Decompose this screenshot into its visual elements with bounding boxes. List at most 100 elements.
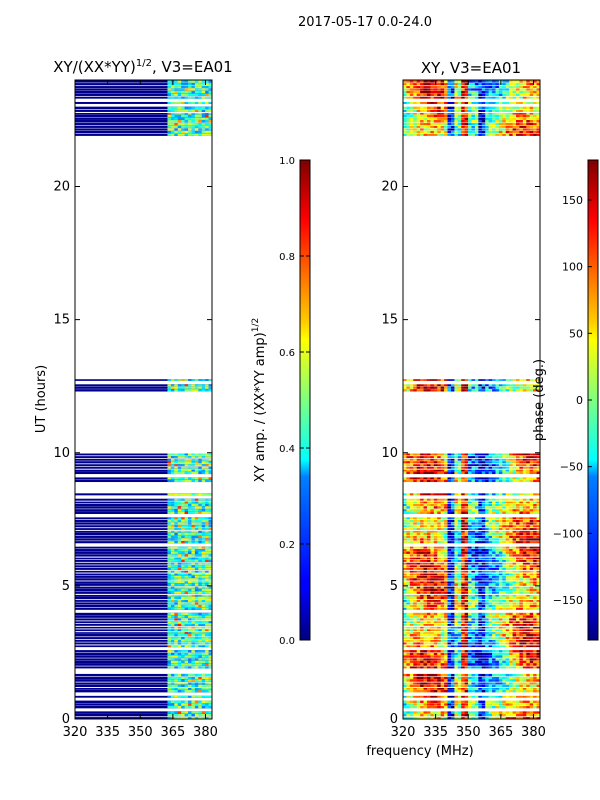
right-heatmap-cell	[409, 604, 414, 608]
right-heatmap-cell	[423, 562, 428, 565]
left-heatmap-cell	[174, 567, 179, 570]
right-heatmap-cell	[502, 573, 507, 576]
right-heatmap-cell	[447, 562, 452, 565]
left-heatmap-cell	[177, 456, 182, 459]
right-heatmap-cell	[471, 682, 476, 685]
right-heatmap-cell	[533, 581, 537, 584]
right-heatmap-cell	[468, 471, 472, 475]
left-heatmap-cell	[188, 456, 192, 459]
right-heatmap-cell	[468, 615, 472, 618]
left-heatmap-cell	[177, 479, 182, 483]
left-heatmap-cell	[170, 629, 175, 632]
right-heatmap-cell	[492, 578, 496, 581]
right-heatmap-cell	[420, 535, 424, 538]
left-heatmap-cell	[208, 469, 212, 472]
left-heatmap-cell	[201, 705, 206, 709]
right-heatmap-cell	[516, 633, 520, 637]
right-heatmap-cell	[512, 596, 517, 600]
right-heatmap-cell	[420, 522, 424, 525]
right-heatmap-cell	[509, 525, 513, 528]
right-heatmap-cell	[413, 673, 417, 677]
right-heatmap-cell	[485, 660, 489, 664]
left-heatmap-cell	[201, 532, 206, 536]
left-heatmap-cell	[198, 101, 203, 104]
right-heatmap-cell	[488, 679, 493, 682]
right-heatmap-cell	[430, 679, 435, 682]
right-heatmap-cell	[481, 541, 486, 544]
right-heatmap-cell	[526, 570, 531, 573]
right-heatmap-cell	[454, 666, 459, 669]
left-heatmap-cell	[177, 106, 182, 110]
right-heatmap-cell	[464, 591, 469, 594]
right-heatmap-cell	[471, 588, 476, 592]
right-heatmap-cell	[536, 541, 540, 544]
left-heatmap-cell	[184, 562, 189, 565]
left-heatmap-cell	[170, 637, 175, 640]
left-heatmap-cell	[177, 682, 182, 685]
right-heatmap-cell	[526, 559, 531, 562]
right-heatmap-cell	[533, 559, 537, 562]
left-heatmap-cell	[174, 498, 179, 501]
right-heatmap-cell	[468, 666, 472, 669]
left-heatmap-cell	[177, 703, 182, 706]
left-heatmap-cell	[201, 639, 206, 642]
right-heatmap-cell	[444, 583, 448, 586]
left-heatmap-cell	[177, 541, 182, 544]
right-heatmap-cell	[526, 596, 531, 600]
left-heatmap-cell	[174, 517, 179, 520]
left-heatmap-cell	[191, 477, 196, 480]
right-heatmap-cell	[413, 679, 417, 682]
right-heatmap-cell	[533, 695, 537, 698]
left-heatmap-cell	[181, 528, 185, 530]
right-heatmap-cell	[502, 528, 507, 530]
left-heatmap-cell	[177, 90, 182, 94]
left-heatmap-cell	[188, 682, 192, 685]
right-heatmap-cell	[403, 612, 407, 616]
right-heatmap-cell	[485, 551, 489, 554]
left-heatmap-cell	[184, 456, 189, 459]
right-heatmap-cell	[433, 575, 438, 578]
right-heatmap-cell	[536, 679, 540, 682]
right-heatmap-cell	[505, 645, 510, 648]
left-heatmap-cell	[181, 551, 185, 554]
right-heatmap-cell	[474, 663, 479, 666]
right-heatmap-cell	[430, 551, 435, 554]
right-heatmap-cell	[406, 629, 411, 632]
right-heatmap-cell	[516, 535, 520, 538]
left-heatmap-cell	[198, 498, 203, 501]
left-heatmap-row-base	[75, 117, 212, 120]
right-heatmap-cell	[406, 703, 411, 706]
left-heatmap-cell	[181, 464, 185, 467]
right-heatmap-cell	[526, 607, 531, 610]
left-colorbar-ramp	[299, 159, 311, 641]
right-heatmap-cell	[420, 623, 424, 626]
left-heatmap-row-base	[75, 588, 212, 592]
left-heatmap-cell	[205, 612, 209, 616]
right-heatmap-cell	[502, 591, 507, 594]
right-heatmap-cell	[522, 652, 527, 656]
left-heatmap-cell	[205, 689, 209, 693]
right-heatmap-cell	[423, 557, 428, 560]
right-heatmap-cell	[416, 557, 421, 560]
right-heatmap-cell	[423, 655, 428, 658]
right-heatmap-cell	[423, 389, 428, 392]
left-heatmap-cell	[170, 123, 175, 126]
right-heatmap-cell	[492, 629, 496, 632]
right-heatmap-cell	[471, 506, 476, 509]
right-heatmap-cell	[416, 600, 421, 602]
right-heatmap-cell	[423, 464, 428, 467]
right-heatmap-cell	[423, 575, 428, 578]
right-heatmap-cell	[474, 456, 479, 459]
right-heatmap-cell	[505, 623, 510, 626]
right-heatmap-cell	[406, 705, 411, 709]
right-heatmap-cell	[433, 519, 438, 522]
left-heatmap-cell	[181, 666, 185, 669]
left-heatmap-cell	[170, 633, 175, 637]
right-heatmap-cell	[536, 596, 540, 600]
left-heatmap-cell	[198, 471, 203, 475]
right-heatmap-cell	[481, 557, 486, 560]
right-heatmap-cell	[502, 700, 507, 704]
right-heatmap-cell	[416, 581, 421, 584]
right-heatmap-cell	[481, 498, 486, 501]
right-heatmap-cell	[420, 389, 424, 392]
